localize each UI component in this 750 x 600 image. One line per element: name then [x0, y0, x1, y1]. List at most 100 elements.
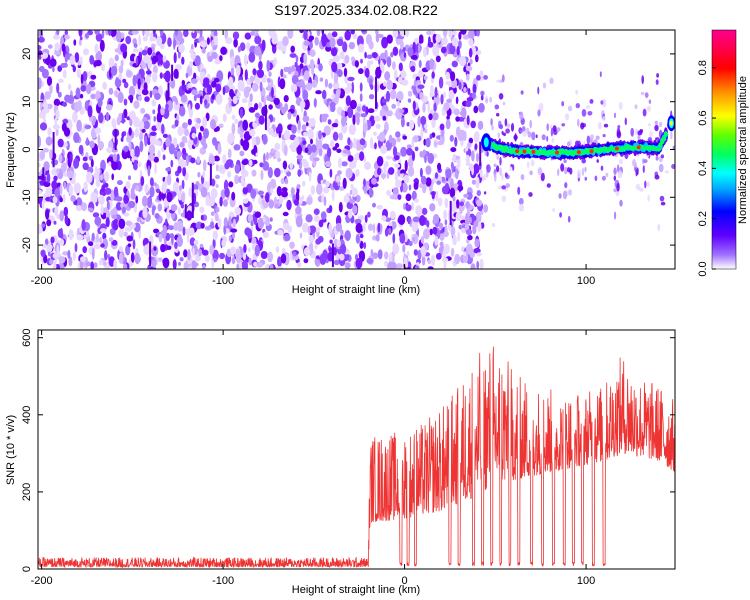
noise-blob [301, 195, 305, 200]
noise-blob [162, 257, 170, 269]
noise-blob [388, 167, 395, 175]
noise-blob [191, 78, 198, 84]
noise-blob [52, 196, 58, 204]
noise-blob [316, 183, 323, 195]
noise-blob [230, 66, 235, 78]
noise-blob [311, 144, 317, 153]
noise-blob [141, 49, 148, 56]
noise-blob [244, 69, 248, 82]
noise-blob [427, 266, 434, 269]
signal-halo [642, 108, 647, 117]
noise-blob [146, 196, 152, 208]
noise-blob [90, 261, 94, 269]
noise-blob [144, 96, 150, 102]
noise-blob [289, 53, 297, 58]
noise-blob [345, 95, 351, 107]
noise-blob [344, 54, 350, 64]
noise-blob [108, 87, 114, 95]
noise-blob [235, 64, 241, 77]
noise-blob [384, 49, 388, 61]
noise-blob [410, 65, 416, 73]
noise-blob [356, 106, 361, 112]
noise-blob [355, 257, 363, 269]
noise-blob [40, 52, 49, 59]
noise-blob [398, 62, 403, 72]
noise-blob [388, 222, 393, 227]
snr-ticks: -200 -100 0 100 0 200 400 600 [21, 329, 675, 587]
noise-blob [313, 157, 320, 162]
noise-blob [442, 249, 446, 261]
signal-halo [537, 167, 543, 176]
noise-blob [91, 232, 95, 242]
noise-blob [133, 43, 138, 48]
noise-blob [434, 236, 439, 246]
noise-blob [455, 96, 459, 105]
snr-line [38, 346, 675, 569]
signal-halo [551, 137, 555, 143]
noise-blob [414, 198, 419, 203]
noise-blob [448, 81, 453, 88]
noise-blob [459, 55, 467, 67]
noise-blob [70, 177, 76, 185]
noise-blob [38, 224, 43, 235]
noise-blob [465, 100, 472, 108]
signal-halo [528, 192, 533, 197]
noise-blob [386, 56, 392, 68]
noise-blob [222, 154, 227, 164]
noise-blob [430, 254, 436, 266]
noise-blob [76, 68, 82, 79]
signal-halo [497, 132, 500, 139]
noise-blob [167, 245, 172, 250]
noise-blob [122, 78, 127, 83]
noise-blob [84, 124, 92, 130]
noise-blob [41, 243, 47, 248]
noise-blob [228, 235, 232, 242]
noise-blob [125, 220, 132, 227]
signal-halo [564, 166, 568, 175]
noise-blob [93, 243, 101, 250]
noise-blob [289, 241, 295, 249]
colorbar: 0.0 0.2 0.4 0.6 0.8 Normalized spectral ampl… [697, 29, 749, 277]
noise-blob [359, 82, 363, 92]
noise-blob [185, 72, 189, 79]
noise-blob [435, 252, 442, 260]
noise-blob [187, 248, 191, 261]
noise-blob [271, 87, 274, 99]
noise-blob [63, 206, 69, 217]
noise-blob [448, 30, 453, 39]
noise-blob [87, 105, 93, 118]
noise-blob [85, 137, 89, 146]
signal-halo [640, 91, 645, 96]
noise-blob [323, 186, 330, 194]
noise-streak [209, 163, 212, 186]
noise-blob [113, 259, 118, 269]
signal-halo [567, 215, 571, 223]
colorbar-tick-label: 0.6 [697, 110, 709, 125]
noise-blob [75, 205, 82, 212]
noise-blob [332, 81, 340, 90]
noise-blob [280, 68, 284, 78]
noise-blob [114, 90, 118, 97]
signal-halo [501, 195, 507, 202]
spectrogram-x-label: Height of straight line (km) [292, 284, 420, 296]
noise-blob [296, 184, 301, 189]
noise-blob [458, 129, 466, 141]
noise-blob [260, 251, 268, 259]
signal-halo [496, 165, 500, 173]
noise-blob [82, 246, 87, 254]
signal-halo [506, 123, 511, 128]
noise-blob [350, 56, 355, 62]
noise-blob [322, 113, 329, 119]
noise-blob [408, 184, 412, 191]
noise-blob [349, 99, 357, 110]
noise-blob [395, 263, 403, 269]
noise-blob [145, 70, 152, 75]
noise-blob [92, 212, 100, 218]
noise-blob [255, 152, 259, 158]
noise-blob [457, 231, 461, 243]
signal-halo [577, 118, 580, 127]
noise-blob [390, 51, 394, 58]
noise-blob [438, 197, 443, 207]
noise-blob [286, 199, 292, 211]
noise-blob [355, 233, 360, 244]
